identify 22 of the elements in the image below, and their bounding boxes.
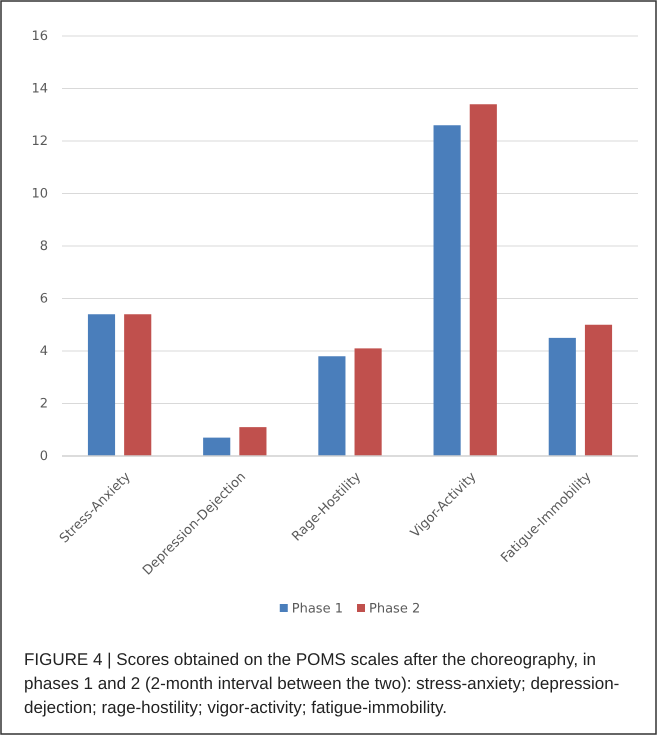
y-tick-label: 14 [31, 82, 48, 97]
bar [584, 324, 612, 456]
bar [354, 348, 382, 456]
y-tick-label: 12 [31, 134, 48, 150]
y-tick-label: 10 [31, 186, 48, 202]
bar [124, 314, 152, 456]
y-tick-label: 0 [40, 449, 48, 464]
legend-label: Phase 2 [369, 602, 420, 617]
caption: FIGURE 4 | Scores obtained on the POMS scales after the choreography, in phases 1 and 2 (2-month interval between the two): stress-anxiety; depression-dejection; rage-hostility; vigor-activity; fatigue-immobility. [24, 649, 620, 719]
bar [239, 427, 266, 456]
y-tick-label: 8 [40, 239, 48, 254]
y-tick-label: 16 [31, 29, 48, 44]
bar [548, 338, 576, 456]
bar [88, 314, 116, 456]
bar [434, 125, 461, 456]
y-tick-label: 4 [40, 344, 48, 360]
y-tick-label: 6 [40, 292, 48, 307]
bar [203, 438, 230, 456]
y-tick-label: 2 [40, 396, 48, 412]
bar [470, 104, 497, 456]
bar [318, 356, 346, 456]
legend-label: Phase 1 [292, 602, 343, 617]
